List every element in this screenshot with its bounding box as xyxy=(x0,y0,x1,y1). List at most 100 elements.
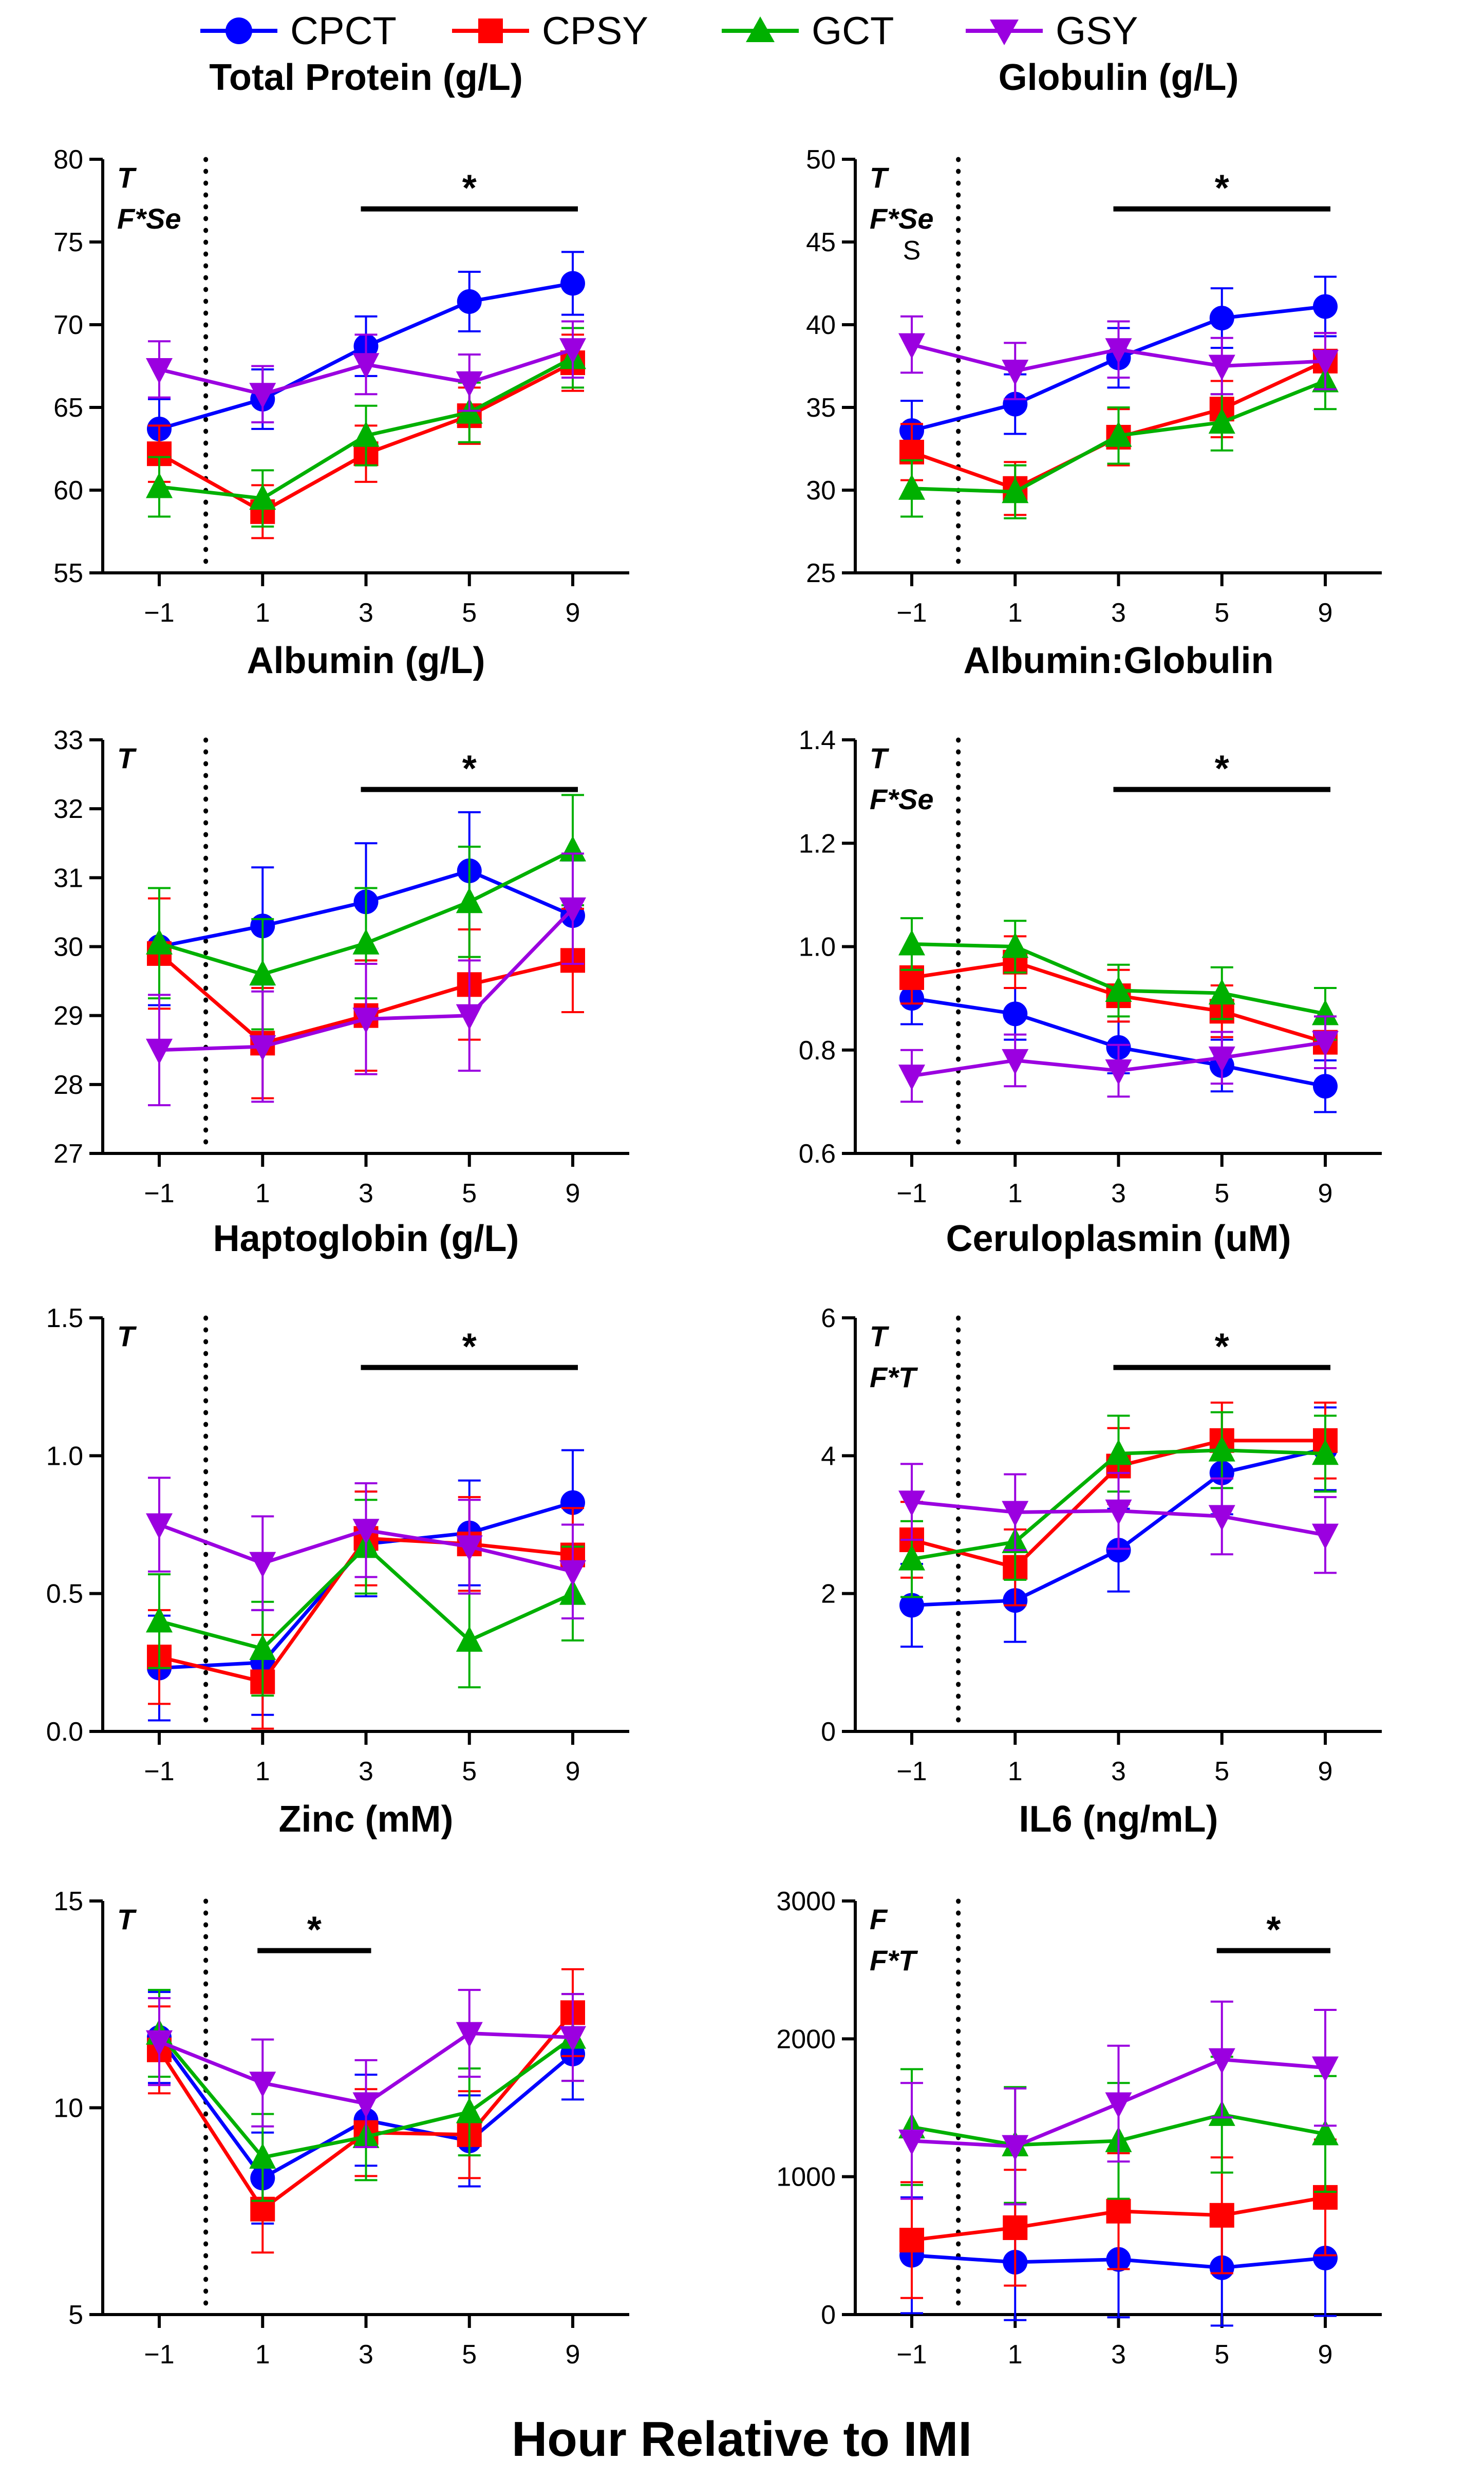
x-tick-label: 9 xyxy=(1318,1757,1333,1786)
x-tick-label: −1 xyxy=(896,1179,927,1208)
y-tick-label: 0 xyxy=(821,1717,836,1747)
data-point xyxy=(457,289,482,314)
data-point xyxy=(1002,477,1029,504)
legend-marker-cpct xyxy=(226,17,252,44)
data-point xyxy=(1312,2056,1339,2082)
data-point xyxy=(1312,2119,1339,2146)
x-tick-label: 1 xyxy=(1008,1757,1023,1786)
panel-title: Ceruloplasmin (uM) xyxy=(946,1218,1291,1259)
data-point xyxy=(1208,355,1235,381)
panel-title: Haptoglobin (g/L) xyxy=(213,1218,519,1259)
y-tick-label: 5 xyxy=(68,2300,83,2330)
legend-item-gct[interactable]: GCT xyxy=(722,9,894,53)
x-tick-label: 5 xyxy=(462,1757,477,1786)
x-tick-label: 9 xyxy=(566,1757,580,1786)
series-gct xyxy=(898,1411,1339,1598)
y-tick-label: 1.2 xyxy=(799,829,836,859)
significance-star: * xyxy=(1215,1327,1229,1368)
y-tick-label: 0.6 xyxy=(799,1139,836,1169)
data-point xyxy=(1208,2048,1235,2074)
y-tick-label: 30 xyxy=(53,933,83,962)
x-tick-label: 5 xyxy=(1214,1757,1229,1786)
data-point xyxy=(352,2092,380,2118)
y-tick-label: 2000 xyxy=(776,2024,836,2054)
x-tick-label: −1 xyxy=(896,598,927,628)
series-gsy xyxy=(898,1015,1339,1103)
y-tick-label: 0.0 xyxy=(46,1717,83,1747)
x-tick-label: −1 xyxy=(144,1179,174,1208)
y-tick-label: 0.8 xyxy=(799,1036,836,1066)
x-tick-label: 1 xyxy=(1008,598,1023,628)
significance-star: * xyxy=(1266,1910,1281,1951)
y-tick-label: 1.5 xyxy=(46,1303,83,1333)
panel-title: IL6 (ng/mL) xyxy=(1019,1799,1218,1840)
y-tick-label: 27 xyxy=(53,1139,83,1169)
data-point xyxy=(249,1035,276,1061)
data-point xyxy=(1002,2135,1029,2161)
series-gsy xyxy=(146,320,586,423)
y-tick-label: 15 xyxy=(53,1887,83,1916)
data-point xyxy=(1313,1074,1338,1099)
y-tick-label: 6 xyxy=(821,1303,836,1333)
x-tick-label: 1 xyxy=(255,598,270,628)
y-tick-label: 1.0 xyxy=(799,933,836,962)
stat-annotation: T xyxy=(117,1903,137,1935)
data-point xyxy=(898,1065,925,1091)
data-point xyxy=(560,271,585,296)
y-tick-label: 75 xyxy=(53,228,83,257)
chart-panel-6: Ceruloplasmin (uM) 0 2 4 6 −1 1 3 5 9 T F*T * xyxy=(821,1218,1382,1786)
stat-annotation: T xyxy=(117,1320,137,1352)
data-point xyxy=(1106,1538,1131,1563)
data-point xyxy=(146,472,173,498)
x-tick-label: −1 xyxy=(144,1757,174,1786)
x-tick-label: 9 xyxy=(1318,598,1333,628)
data-point xyxy=(249,960,276,986)
data-point xyxy=(1208,407,1235,434)
x-tick-label: 3 xyxy=(1111,1757,1126,1786)
data-point xyxy=(1208,1046,1235,1072)
panel-title: Zinc (mM) xyxy=(279,1799,454,1840)
legend-item-cpct[interactable]: CPCT xyxy=(200,9,397,53)
y-tick-label: 40 xyxy=(806,310,836,340)
data-point xyxy=(249,1634,276,1660)
series-gsy xyxy=(146,1477,586,1619)
data-point xyxy=(352,421,380,447)
x-tick-label: 3 xyxy=(359,1757,373,1786)
x-tick-label: −1 xyxy=(896,2340,927,2370)
data-point xyxy=(1002,932,1029,958)
data-point xyxy=(1003,391,1028,417)
significance-star: * xyxy=(1215,749,1229,790)
x-tick-label: 1 xyxy=(255,2340,270,2370)
data-point xyxy=(249,2143,276,2169)
legend-item-cpsy[interactable]: CPSY xyxy=(452,9,648,53)
x-tick-label: 3 xyxy=(359,598,373,628)
data-point xyxy=(898,474,925,500)
data-point xyxy=(146,2030,173,2056)
y-tick-label: 29 xyxy=(53,1001,83,1031)
x-tick-label: 5 xyxy=(1214,2340,1229,2370)
y-tick-label: 1000 xyxy=(776,2162,836,2192)
significance-star: * xyxy=(462,1327,477,1368)
data-point xyxy=(1208,1435,1235,1462)
x-tick-label: 9 xyxy=(566,1179,580,1208)
y-tick-label: 1.4 xyxy=(799,725,836,755)
stat-annotation: F xyxy=(870,1903,888,1935)
data-point xyxy=(1106,2198,1131,2224)
data-point xyxy=(1313,2245,1338,2270)
data-point xyxy=(1312,1523,1339,1550)
data-point xyxy=(559,897,586,923)
data-point xyxy=(899,1593,924,1618)
x-tick-label: 9 xyxy=(1318,2340,1333,2370)
legend-item-gsy[interactable]: GSY xyxy=(966,9,1138,53)
data-point xyxy=(1003,1001,1028,1027)
data-point xyxy=(352,353,380,379)
y-tick-label: 45 xyxy=(806,228,836,257)
x-tick-label: 9 xyxy=(566,2340,580,2370)
series-gsy xyxy=(146,1989,586,2148)
data-point xyxy=(456,371,483,397)
x-tick-label: 5 xyxy=(462,2340,477,2370)
y-tick-label: 32 xyxy=(53,794,83,824)
data-point xyxy=(1105,976,1132,1002)
legend-marker-cpsy xyxy=(478,18,503,43)
